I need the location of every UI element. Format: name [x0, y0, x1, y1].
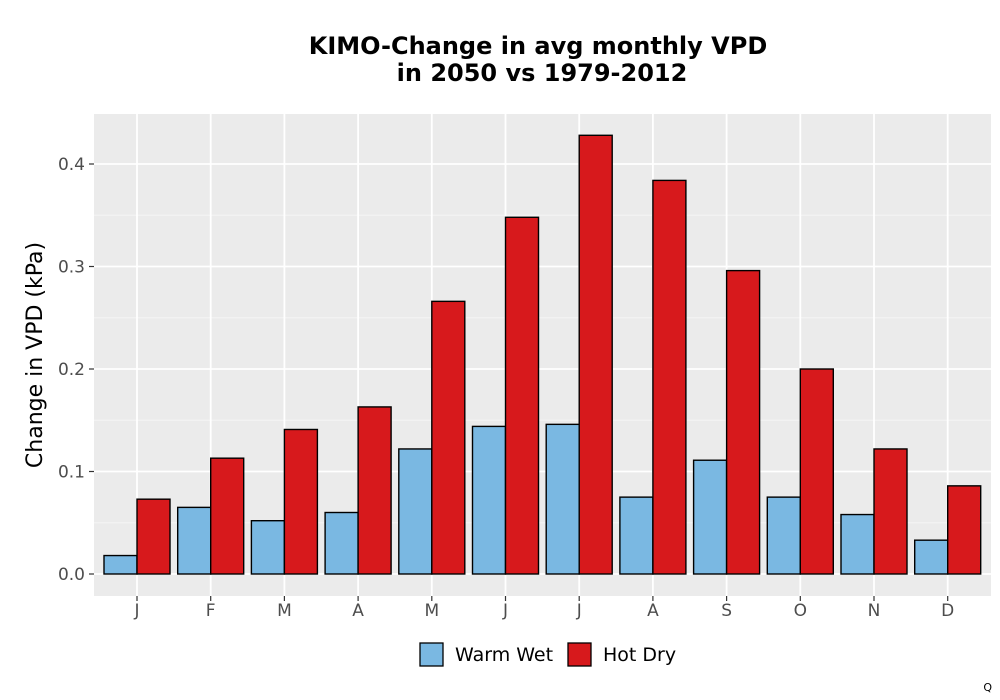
x-tick-label: A	[352, 601, 364, 621]
bar-warm-wet	[914, 539, 949, 575]
x-tick-label: O	[794, 601, 807, 621]
bar-warm-wet	[176, 506, 212, 575]
x-tick-label: A	[647, 601, 659, 621]
y-axis: 0.0 0.1 0.2 0.3 0.4	[58, 155, 94, 585]
chart-title-line-2: in 2050 vs 1979-2012	[397, 59, 688, 87]
x-tick-label: M	[424, 601, 439, 621]
bar-hot-dry	[209, 457, 245, 575]
bar-warm-wet	[619, 496, 654, 575]
bar-warm-wet	[692, 459, 728, 575]
x-tick-label: D	[941, 601, 954, 621]
y-axis-label: Change in VPD (kPa)	[23, 242, 48, 468]
bar-warm-wet	[545, 423, 580, 575]
x-tick-label: J	[502, 601, 508, 621]
legend-swatch-warm-wet	[419, 642, 444, 667]
y-tick-label: 0.4	[58, 155, 85, 175]
bar-warm-wet	[103, 554, 138, 575]
y-tick-label: 0.0	[58, 565, 85, 585]
bar-hot-dry	[725, 269, 761, 575]
bar-hot-dry	[578, 134, 613, 575]
bar-warm-wet	[398, 448, 433, 575]
bar-hot-dry	[873, 448, 908, 575]
bars-group	[103, 134, 982, 575]
y-tick-label: 0.1	[58, 463, 85, 483]
bar-hot-dry	[136, 498, 171, 575]
bar-warm-wet	[766, 496, 801, 575]
y-tick-label: 0.2	[58, 360, 85, 380]
bar-hot-dry	[357, 406, 392, 575]
bar-hot-dry	[799, 368, 834, 575]
legend-swatch-hot-dry	[567, 642, 592, 667]
bar-hot-dry	[504, 216, 540, 575]
legend-label-warm-wet: Warm Wet	[455, 644, 553, 666]
corner-mark: Q	[983, 681, 992, 694]
legend: Warm Wet Hot Dry	[419, 642, 676, 667]
bar-hot-dry	[947, 485, 982, 575]
bar-hot-dry	[652, 179, 687, 575]
y-tick-label: 0.3	[58, 258, 85, 278]
x-tick-label: S	[721, 601, 732, 621]
bar-warm-wet	[471, 425, 507, 575]
bar-hot-dry	[431, 300, 466, 575]
chart-title-line-1: KIMO-Change in avg monthly VPD	[309, 32, 768, 60]
x-tick-label: F	[206, 601, 216, 621]
x-tick-label: M	[277, 601, 292, 621]
legend-label-hot-dry: Hot Dry	[603, 644, 676, 666]
x-tick-label: J	[576, 601, 582, 621]
bar-warm-wet	[324, 511, 359, 575]
x-tick-label: N	[868, 601, 881, 621]
bar-hot-dry	[283, 428, 319, 575]
bar-warm-wet	[250, 520, 286, 575]
x-tick-label: J	[133, 601, 139, 621]
bar-warm-wet	[840, 513, 875, 575]
